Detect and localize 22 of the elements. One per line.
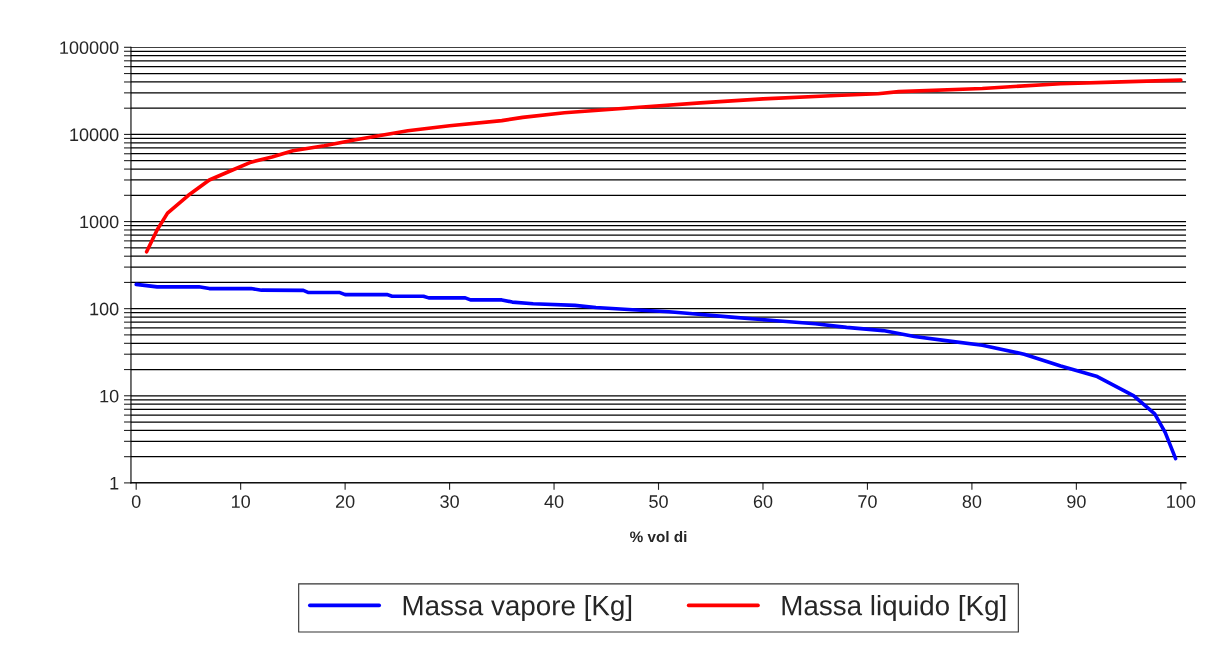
y-tick-label: 100000 (60, 41, 119, 55)
x-tick-label: 30 (440, 495, 459, 508)
x-tick-label: 90 (1067, 495, 1086, 508)
x-tick-label: 100 (1167, 495, 1196, 508)
line-series (144, 78, 1183, 254)
x-tick-label: 20 (335, 495, 355, 508)
x-tick-label: 70 (858, 495, 877, 508)
y-tick-label: 10000 (70, 128, 119, 142)
y-tick-label: 100 (90, 302, 119, 316)
x-tick-label: 10 (231, 495, 250, 508)
line-series (134, 282, 1178, 461)
x-axis-title: % vol di (630, 530, 687, 543)
y-tick-label: 1000 (80, 215, 119, 229)
legend-label: Massa vapore [Kg] (403, 595, 632, 621)
legend-label: Massa liquido [Kg] (782, 595, 1006, 621)
x-tick-label: 80 (962, 495, 982, 508)
y-tick-label: 10 (100, 389, 119, 403)
x-tick-label: 60 (753, 495, 773, 508)
x-tick-label: 40 (544, 495, 564, 508)
x-tick-label: 50 (649, 495, 668, 508)
x-tick-label: 0 (131, 495, 141, 508)
y-tick-label: 1 (110, 477, 119, 490)
